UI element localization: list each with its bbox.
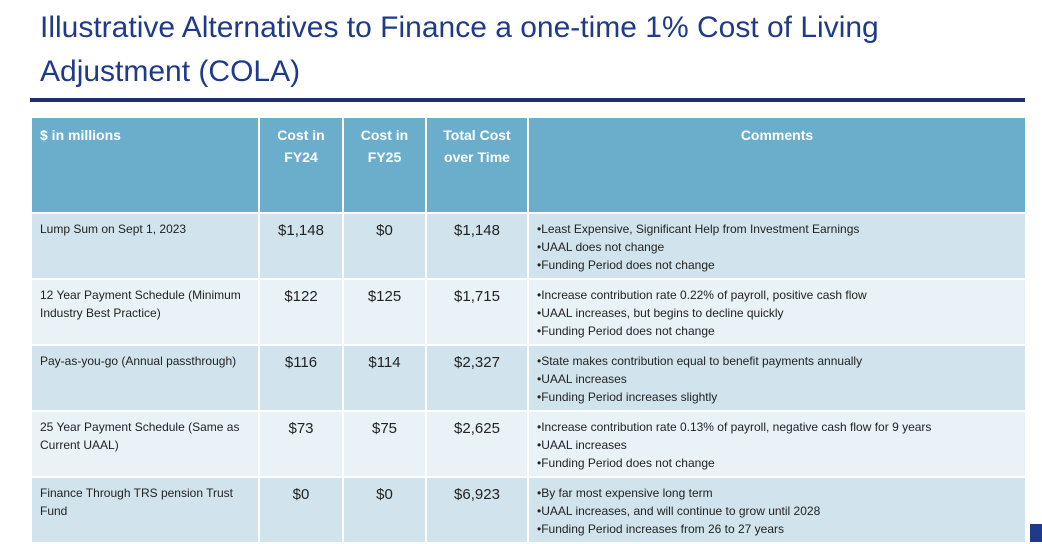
column-header: Total Cost over Time [425,116,529,214]
cost-fy24: $116 [258,344,344,412]
cost-fy24: $1,148 [258,212,344,280]
cost-fy25: $114 [342,344,427,412]
comment-bullet: State makes contribution equal to benefi… [537,352,1017,370]
cost-fy25: $125 [342,278,427,346]
comment-bullet: Increase contribution rate 0.13% of payr… [537,418,1017,436]
comments: State makes contribution equal to benefi… [527,344,1027,412]
comment-bullet: UAAL increases, and will continue to gro… [537,502,1017,520]
total-cost: $2,327 [425,344,529,412]
comment-bullet: By far most expensive long term [537,484,1017,502]
cost-fy25: $0 [342,212,427,280]
cost-fy25: $75 [342,410,427,478]
column-header: Cost in FY25 [342,116,427,214]
comment-bullet: Funding Period increases from 26 to 27 y… [537,520,1017,538]
comment-bullet: UAAL increases, but begins to decline qu… [537,304,1017,322]
row-label: 25 Year Payment Schedule (Same as Curren… [30,410,260,478]
comment-bullet: Funding Period increases slightly [537,388,1017,406]
cost-fy24: $73 [258,410,344,478]
column-header: Comments [527,116,1027,214]
comment-bullet: UAAL increases [537,436,1017,454]
total-cost: $2,625 [425,410,529,478]
comments: By far most expensive long termUAAL incr… [527,476,1027,544]
row-label: Finance Through TRS pension Trust Fund [30,476,260,544]
total-cost: $1,148 [425,212,529,280]
row-label: Lump Sum on Sept 1, 2023 [30,212,260,280]
table-row: 25 Year Payment Schedule (Same as Curren… [30,410,1027,478]
slide-title: Illustrative Alternatives to Finance a o… [40,11,879,88]
cost-fy24: $122 [258,278,344,346]
row-label: 12 Year Payment Schedule (Minimum Indust… [30,278,260,346]
comment-bullet: UAAL does not change [537,238,1017,256]
table-row: Finance Through TRS pension Trust Fund $0… [30,476,1027,544]
cost-fy24: $0 [258,476,344,544]
comment-bullet: Funding Period does not change [537,454,1017,472]
header-row: $ in millions Cost in FY24 Cost in FY25 Tot… [30,116,1027,214]
comment-bullet: Least Expensive, Significant Help from I… [537,220,1017,238]
cost-fy25: $0 [342,476,427,544]
comment-bullet: Funding Period does not change [537,256,1017,274]
comment-bullet: Funding Period does not change [537,322,1017,340]
column-header: $ in millions [30,116,260,214]
title-rule [30,98,1025,102]
total-cost: $6,923 [425,476,529,544]
table-row: 12 Year Payment Schedule (Minimum Indust… [30,278,1027,346]
cola-table: $ in millions Cost in FY24 Cost in FY25 Tot… [30,116,1027,544]
comment-bullet: Increase contribution rate 0.22% of payr… [537,286,1017,304]
comments: Increase contribution rate 0.13% of payr… [527,410,1027,478]
table-row: Lump Sum on Sept 1, 2023$1,148$0$1,148Le… [30,212,1027,280]
comments: Least Expensive, Significant Help from I… [527,212,1027,280]
column-header: Cost in FY24 [258,116,344,214]
comments: Increase contribution rate 0.22% of payr… [527,278,1027,346]
comment-bullet: UAAL increases [537,370,1017,388]
total-cost: $1,715 [425,278,529,346]
table-body: Lump Sum on Sept 1, 2023$1,148$0$1,148Le… [30,212,1027,544]
row-label: Pay-as-you-go (Annual passthrough) [30,344,260,412]
table-row: Pay-as-you-go (Annual passthrough) $116 $1… [30,344,1027,412]
decoration [1030,524,1042,542]
